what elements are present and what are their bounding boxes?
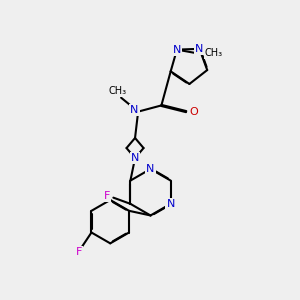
Text: F: F <box>76 247 82 257</box>
Text: N: N <box>173 45 181 55</box>
Text: N: N <box>167 199 175 209</box>
Text: N: N <box>131 153 139 163</box>
Text: N: N <box>195 44 204 54</box>
Text: CH₃: CH₃ <box>205 48 223 58</box>
Text: CH₃: CH₃ <box>109 86 127 97</box>
Text: O: O <box>190 106 198 117</box>
Text: N: N <box>130 105 139 115</box>
Text: F: F <box>104 191 110 201</box>
Text: N: N <box>146 164 155 174</box>
